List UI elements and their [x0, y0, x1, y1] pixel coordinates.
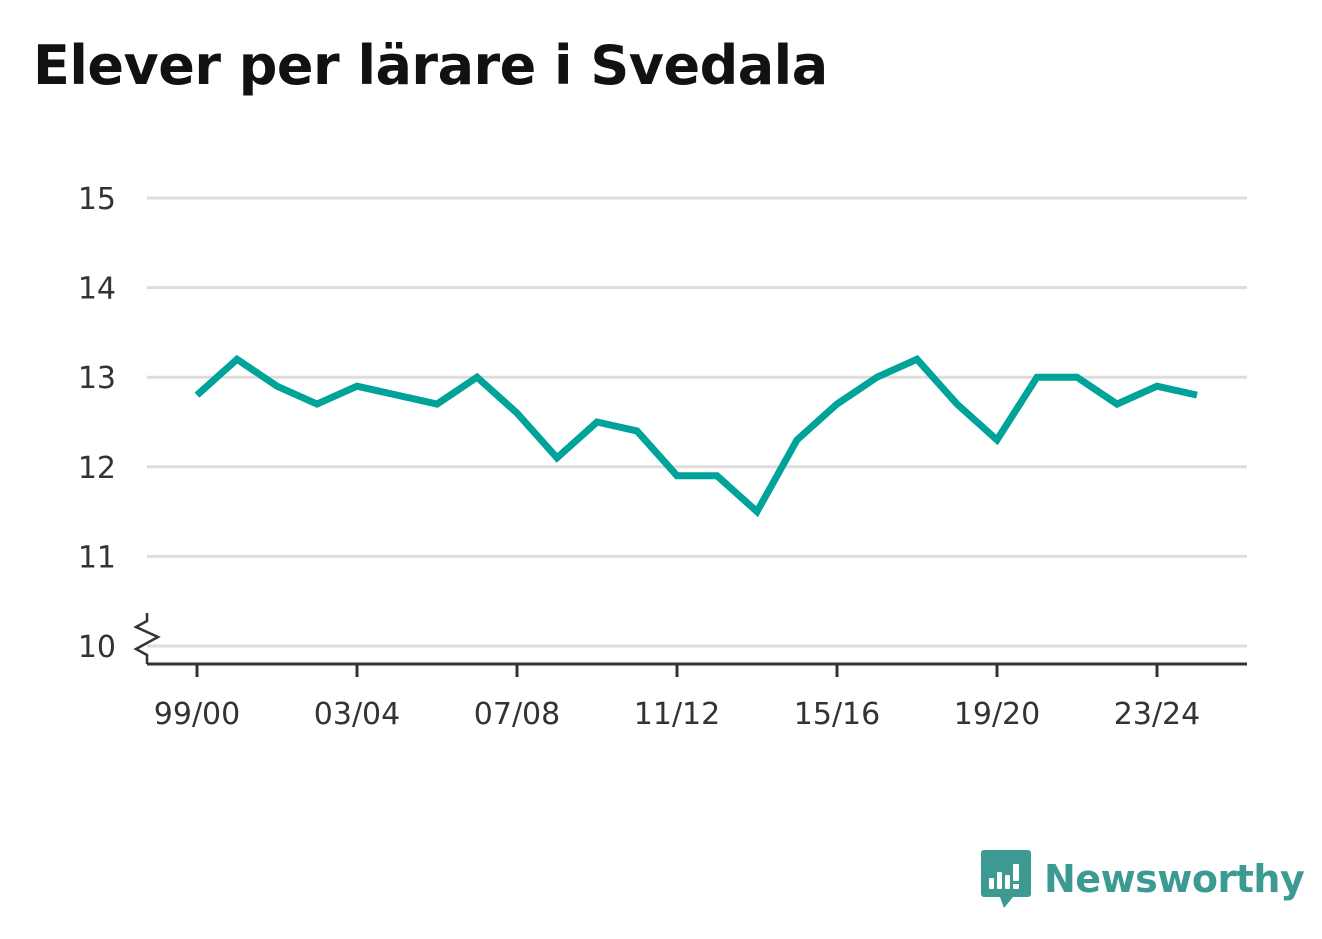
y-axis-break [133, 613, 161, 664]
x-tick-label-23/24: 23/24 [1114, 697, 1200, 732]
series-line-0 [194, 354, 1198, 518]
y-tick-label-14: 14 [78, 272, 116, 307]
newsworthy-logo: Newsworthy [980, 848, 1305, 910]
grid-lines [147, 196, 1247, 648]
y-tick-label-13: 13 [78, 361, 116, 396]
y-tick-label-11: 11 [78, 540, 116, 575]
y-tick-label-12: 12 [78, 451, 116, 486]
y-axis-tick-labels: 10 11 12 13 14 15 [78, 182, 116, 665]
y-tick-label-10: 10 [78, 630, 116, 665]
brand-name: Newsworthy [1044, 857, 1305, 901]
x-tick-label-99/00: 99/00 [154, 697, 240, 732]
x-axis-tick-labels: 99/00 03/04 07/08 11/12 15/16 19/20 23/24 [154, 697, 1200, 732]
chart-title: Elever per lärare i Svedala [33, 34, 828, 97]
x-tick-label-07/08: 07/08 [474, 697, 560, 732]
x-tick-label-15/16: 15/16 [794, 697, 880, 732]
x-tick-label-19/20: 19/20 [954, 697, 1040, 732]
x-tick-label-03/04: 03/04 [314, 697, 400, 732]
x-axis [133, 613, 1247, 677]
newsworthy-logo-icon [981, 850, 1031, 908]
series-group [194, 354, 1198, 518]
x-tick-label-11/12: 11/12 [634, 697, 720, 732]
y-tick-label-15: 15 [78, 182, 116, 217]
